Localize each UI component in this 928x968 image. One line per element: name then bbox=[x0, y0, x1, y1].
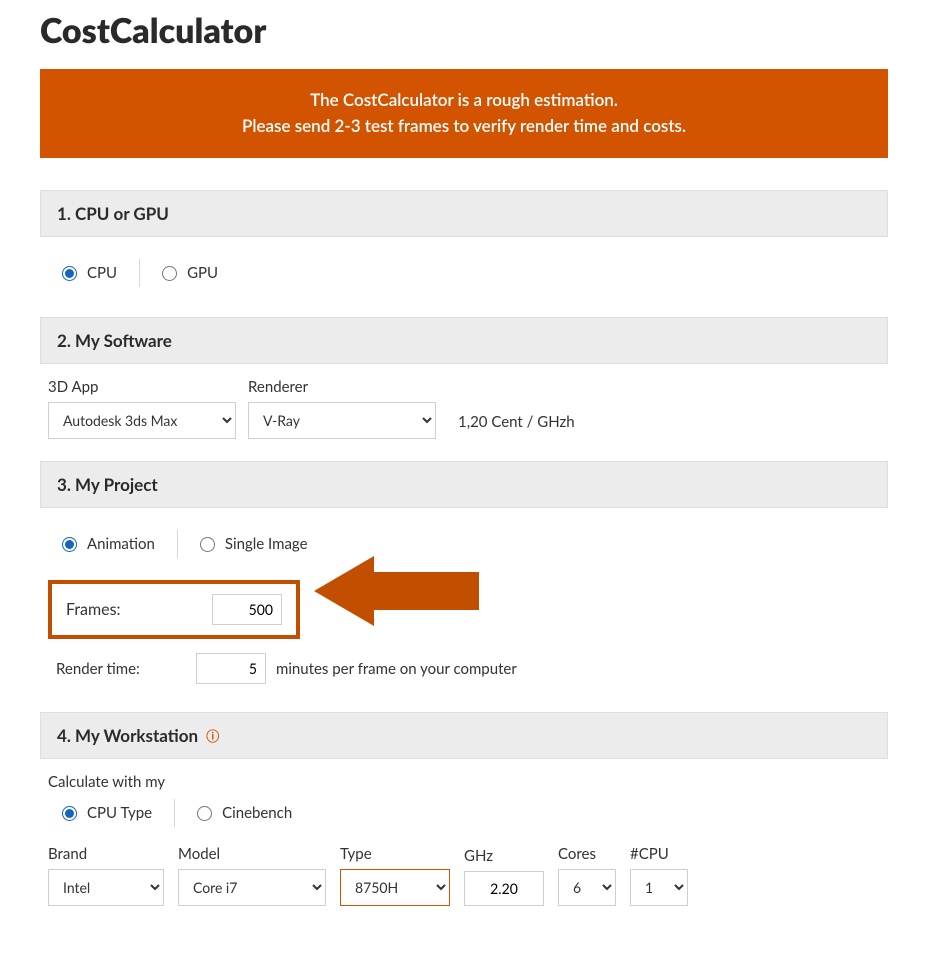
radio-cputype-input[interactable] bbox=[62, 806, 77, 821]
banner-line2: Please send 2-3 test frames to verify re… bbox=[60, 113, 868, 139]
cpucount-label: #CPU bbox=[630, 845, 688, 863]
info-banner: The CostCalculator is a rough estimation… bbox=[40, 69, 888, 158]
frames-label: Frames: bbox=[66, 600, 121, 619]
radio-cpu-label: CPU bbox=[87, 264, 117, 282]
section3-header: 3. My Project bbox=[40, 461, 888, 508]
radio-cinebench-input[interactable] bbox=[197, 806, 212, 821]
banner-line1: The CostCalculator is a rough estimation… bbox=[60, 87, 868, 113]
page-title: CostCalculator bbox=[40, 10, 888, 51]
radio-animation[interactable]: Animation bbox=[62, 535, 155, 553]
brand-select[interactable]: Intel bbox=[48, 869, 164, 906]
section4-header-text: 4. My Workstation bbox=[57, 725, 198, 746]
cores-select[interactable]: 6 bbox=[558, 869, 616, 906]
divider bbox=[174, 799, 175, 827]
radio-cinebench-label: Cinebench bbox=[222, 804, 292, 822]
cores-label: Cores bbox=[558, 845, 616, 863]
radio-cpu[interactable]: CPU bbox=[62, 264, 117, 282]
radio-cinebench[interactable]: Cinebench bbox=[197, 804, 292, 822]
app-select[interactable]: Autodesk 3ds Max bbox=[48, 402, 236, 439]
section4-header: 4. My Workstation ⓘ bbox=[40, 712, 888, 759]
radio-gpu[interactable]: GPU bbox=[162, 264, 218, 282]
rendertime-label: Render time: bbox=[56, 660, 186, 678]
highlight-arrow-icon bbox=[314, 552, 484, 634]
divider bbox=[177, 530, 178, 558]
model-label: Model bbox=[178, 845, 326, 863]
calc-label: Calculate with my bbox=[48, 773, 880, 791]
type-label: Type bbox=[340, 845, 450, 863]
ghz-label: GHz bbox=[464, 847, 544, 865]
radio-single-input[interactable] bbox=[200, 537, 215, 552]
radio-single-label: Single Image bbox=[225, 535, 308, 553]
radio-animation-label: Animation bbox=[87, 535, 155, 553]
radio-single[interactable]: Single Image bbox=[200, 535, 308, 553]
price-text: 1,20 Cent / GHzh bbox=[458, 413, 575, 439]
radio-cpu-input[interactable] bbox=[62, 266, 77, 281]
frames-highlight-box: Frames: bbox=[48, 580, 300, 639]
radio-gpu-label: GPU bbox=[187, 264, 218, 282]
ghz-input[interactable] bbox=[464, 871, 544, 906]
cpucount-select[interactable]: 1 bbox=[630, 869, 688, 906]
radio-animation-input[interactable] bbox=[62, 537, 77, 552]
radio-cputype[interactable]: CPU Type bbox=[62, 804, 152, 822]
brand-label: Brand bbox=[48, 845, 164, 863]
radio-gpu-input[interactable] bbox=[162, 266, 177, 281]
divider bbox=[139, 259, 140, 287]
radio-cputype-label: CPU Type bbox=[87, 804, 152, 822]
renderer-label: Renderer bbox=[248, 378, 436, 396]
app-label: 3D App bbox=[48, 378, 236, 396]
renderer-select[interactable]: V-Ray bbox=[248, 402, 436, 439]
model-select[interactable]: Core i7 bbox=[178, 869, 326, 906]
rendertime-suffix: minutes per frame on your computer bbox=[276, 660, 517, 678]
section2-header: 2. My Software bbox=[40, 317, 888, 364]
rendertime-input[interactable] bbox=[196, 653, 266, 684]
info-icon[interactable]: ⓘ bbox=[206, 726, 219, 745]
type-select[interactable]: 8750H bbox=[340, 869, 450, 906]
frames-input[interactable] bbox=[212, 594, 282, 625]
section1-header: 1. CPU or GPU bbox=[40, 190, 888, 237]
